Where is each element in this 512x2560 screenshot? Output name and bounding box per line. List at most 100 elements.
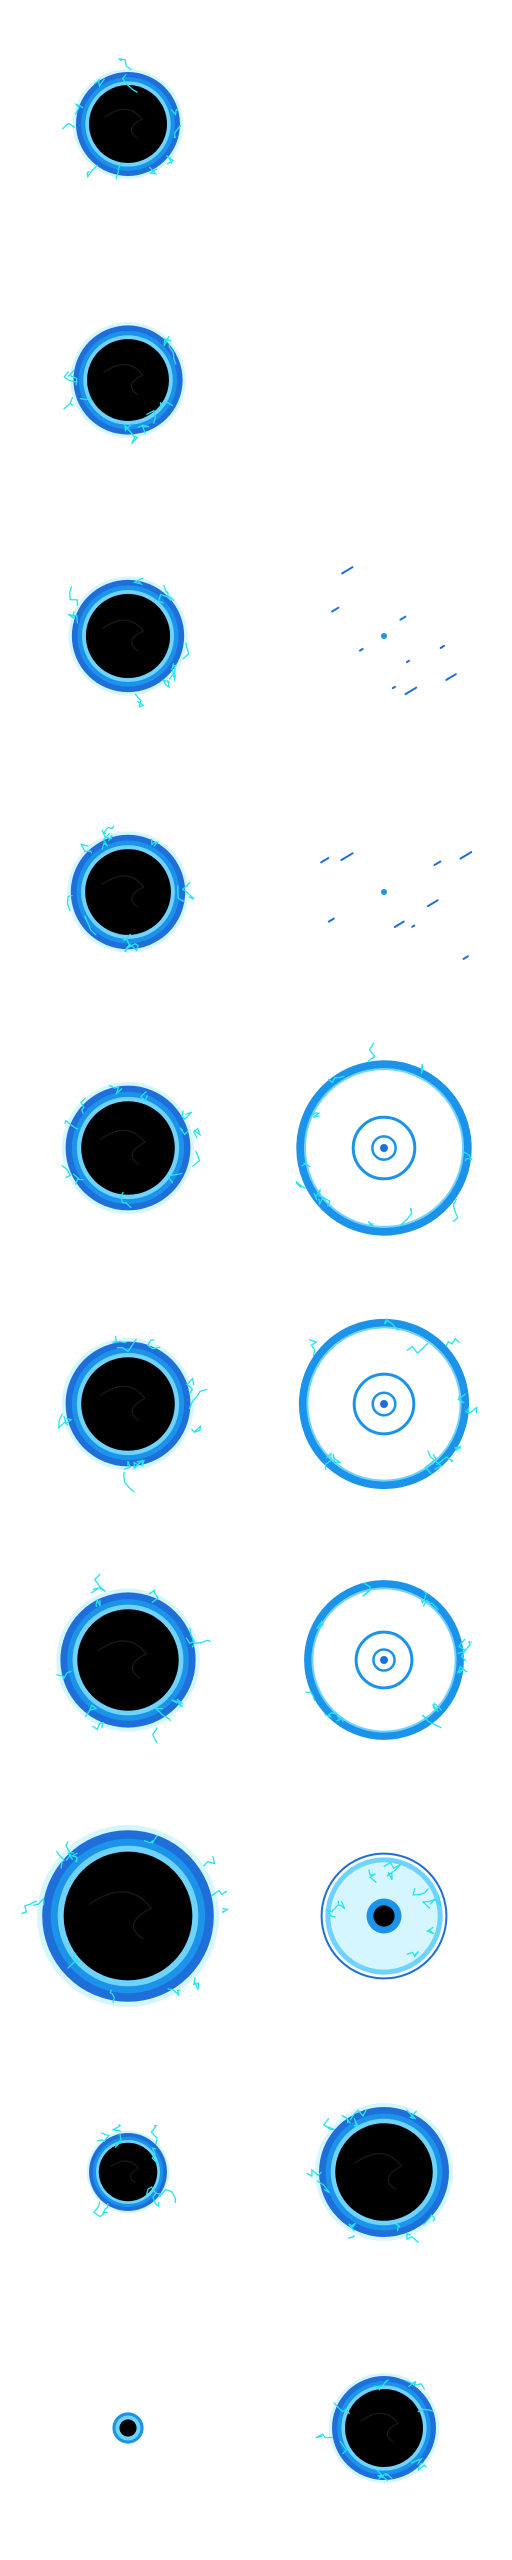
- energy-spark: [383, 1861, 401, 1872]
- void-core: [77, 1609, 179, 1711]
- energy-spark: [79, 843, 93, 854]
- energy-spark: [103, 825, 115, 835]
- energy-spark: [191, 1639, 211, 1648]
- particle-fragment: [433, 860, 442, 866]
- energy-spark: [325, 1904, 339, 1918]
- energy-spark: [111, 2124, 123, 2133]
- energy-spark: [427, 1450, 443, 1470]
- particle-fragment: [327, 917, 335, 923]
- energy-spark: [186, 1377, 195, 1394]
- energy-spark: [63, 371, 78, 383]
- energy-spark: [333, 2402, 350, 2415]
- energy-spark: [192, 1977, 200, 1990]
- energy-spark: [92, 2201, 105, 2218]
- particle-fragment: [459, 851, 473, 860]
- energy-spark: [420, 1590, 427, 1605]
- energy-spark: [347, 2234, 355, 2239]
- sprite-frame-r1-c1: [61, 57, 184, 180]
- energy-spark: [65, 1841, 74, 1854]
- swirl-mark: [104, 108, 143, 139]
- swirl-mark: [89, 1891, 153, 1940]
- sprite-frame-r2-c1: [63, 322, 186, 445]
- energy-spark: [341, 2114, 351, 2124]
- energy-spark: [368, 1869, 377, 1883]
- energy-spark: [112, 1335, 127, 1344]
- energy-spark: [102, 2202, 109, 2214]
- energy-spark: [315, 2433, 333, 2439]
- energy-spark: [173, 124, 182, 139]
- energy-spark: [310, 1112, 321, 1118]
- energy-spark: [90, 1587, 106, 1594]
- energy-spark: [170, 108, 178, 116]
- sprite-frame-r9-c1: [86, 2124, 177, 2218]
- sprite-frame-r4-c1: [66, 825, 195, 953]
- outer-thin-ring: [320, 1852, 448, 1980]
- energy-spark: [121, 74, 138, 93]
- energy-spark: [123, 1471, 135, 1493]
- energy-spark: [152, 1727, 158, 1744]
- particle-fragment: [331, 606, 340, 613]
- energy-spark: [406, 2233, 419, 2244]
- energy-spark: [151, 2147, 159, 2165]
- swirl-mark: [99, 1129, 146, 1166]
- energy-spark: [70, 1852, 78, 1863]
- energy-spark: [101, 829, 113, 842]
- energy-spark: [176, 1698, 183, 1706]
- energy-spark: [211, 1889, 228, 1896]
- void-core: [81, 1357, 175, 1451]
- energy-spark: [316, 2180, 330, 2194]
- energy-spark: [148, 1588, 159, 1603]
- swirl-mark: [102, 619, 145, 652]
- sprite-frame-r7-c2: [304, 1580, 472, 1740]
- sprite-frame-r7-c1: [56, 1573, 211, 1744]
- energy-spark: [93, 78, 105, 88]
- energy-spark: [32, 1897, 45, 1906]
- energy-spark: [124, 423, 137, 440]
- energy-spark: [417, 2408, 433, 2413]
- energy-spark: [134, 693, 145, 708]
- void-core: [85, 849, 171, 935]
- shockwave-ring: [298, 1318, 470, 1490]
- energy-spark: [192, 1127, 202, 1139]
- particle-fragment: [462, 955, 469, 960]
- sprite-frame-r5-c2: [295, 1042, 473, 1236]
- void-core: [63, 1851, 193, 1981]
- center-dot: [380, 1656, 388, 1664]
- energy-spark: [423, 2214, 436, 2226]
- particle-fragment: [391, 685, 396, 690]
- energy-spark: [179, 1127, 189, 1136]
- energy-spark: [367, 1042, 376, 1062]
- energy-spark: [171, 1699, 183, 1708]
- energy-spark: [61, 1164, 72, 1179]
- energy-spark: [159, 401, 173, 409]
- energy-spark: [412, 1887, 429, 1896]
- energy-spark: [367, 1220, 375, 1227]
- energy-spark: [420, 1063, 424, 1074]
- shockwave-ring: [296, 1060, 472, 1236]
- energy-spark: [453, 1445, 462, 1452]
- center-dot: [381, 633, 387, 639]
- sprite-frame-r8-c1: [21, 1825, 229, 2007]
- particle-fragment: [393, 920, 405, 928]
- energy-spark: [425, 1926, 435, 1935]
- energy-spark: [80, 1097, 86, 1114]
- energy-spark: [406, 1342, 429, 1355]
- core-ripple: [372, 1648, 396, 1672]
- particle-fragment: [445, 673, 457, 681]
- energy-spark: [132, 577, 144, 586]
- energy-spark: [313, 1189, 321, 1201]
- energy-spark: [424, 1454, 437, 1475]
- energy-spark: [376, 2469, 389, 2482]
- energy-spark: [137, 424, 150, 434]
- energy-spark: [84, 915, 97, 936]
- energy-spark: [139, 1091, 148, 1102]
- swirl-mark: [99, 1385, 146, 1422]
- energy-spark: [301, 1162, 311, 1168]
- energy-spark: [79, 397, 94, 404]
- energy-spark: [429, 1894, 442, 1907]
- energy-spark: [464, 1405, 478, 1414]
- energy-spark: [395, 2223, 401, 2232]
- energy-spark: [152, 2192, 160, 2208]
- void-core: [345, 2389, 423, 2467]
- sprite-frame-r5-c1: [61, 1081, 202, 1215]
